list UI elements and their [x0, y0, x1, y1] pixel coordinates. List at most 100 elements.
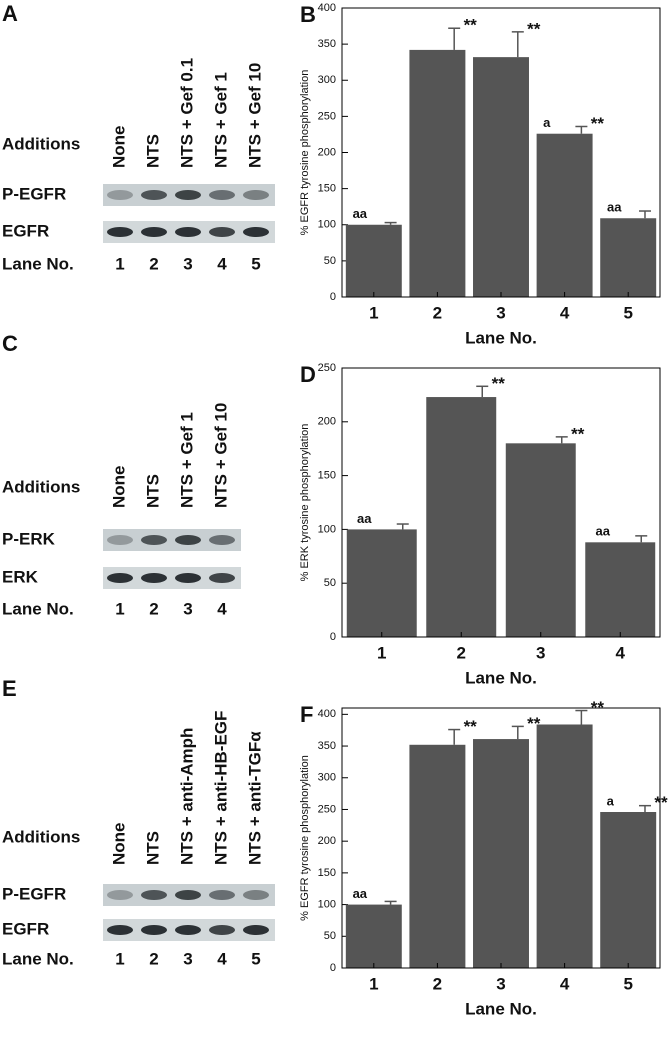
blot-band: [243, 190, 269, 200]
bar: [473, 57, 529, 297]
x-tick-label: 1: [377, 643, 386, 662]
bar: [345, 224, 402, 297]
bar: [426, 397, 497, 637]
lane-label: None: [109, 126, 128, 169]
bar: [409, 744, 466, 968]
lane-label: NTS + anti-Amph: [177, 728, 196, 865]
lane-label: NTS: [143, 134, 162, 168]
lane-number: 2: [149, 949, 158, 968]
row-label: P-ERK: [2, 529, 56, 548]
lane-number: 3: [183, 949, 192, 968]
blot-band: [209, 890, 235, 900]
bar: [600, 218, 657, 297]
lane-number: 5: [251, 949, 260, 968]
bar: [346, 529, 417, 637]
panel-letter: A: [2, 1, 18, 26]
annotation: **: [571, 424, 585, 443]
additions-label: Additions: [2, 477, 80, 496]
blot-band: [209, 190, 235, 200]
blot-band: [175, 925, 201, 935]
panel-letter: C: [2, 331, 18, 356]
y-tick-label: 50: [324, 255, 336, 267]
row-label: P-EGFR: [2, 184, 66, 203]
annotation: a: [543, 115, 551, 130]
lane-label: None: [109, 823, 128, 866]
x-tick-label: 3: [496, 303, 505, 322]
lane-label: NTS: [143, 831, 162, 865]
y-tick-label: 100: [318, 523, 336, 535]
x-axis-label: Lane No.: [465, 999, 537, 1018]
y-tick-label: 400: [318, 708, 336, 720]
x-tick-label: 1: [369, 974, 378, 993]
annotation: **: [464, 717, 478, 736]
lane-label: NTS + Gef 0.1: [177, 58, 196, 168]
blot-band: [107, 535, 133, 545]
lane-label: NTS + Gef 10: [211, 403, 230, 508]
lane-number: 5: [251, 254, 260, 273]
plot-frame: [341, 707, 661, 969]
bar: [536, 133, 593, 297]
blot-band: [175, 890, 201, 900]
y-tick-label: 400: [318, 2, 336, 14]
annotation: aa: [353, 886, 368, 901]
blot-band: [175, 227, 201, 237]
y-axis-label: % EGFR tyrosine phosphorylation: [299, 70, 311, 236]
plot-frame: [341, 7, 661, 298]
y-tick-label: 50: [324, 930, 336, 942]
blot-band: [141, 227, 167, 237]
blot-band: [209, 925, 235, 935]
annotation: aa: [357, 511, 372, 526]
x-tick-label: 3: [536, 643, 545, 662]
bar: [505, 443, 576, 637]
lane-label: NTS + Gef 1: [211, 72, 230, 168]
annotation: aa: [607, 200, 622, 215]
annotation: **: [527, 19, 541, 38]
blot-band: [175, 573, 201, 583]
lane-number: 3: [183, 599, 192, 618]
blot-band: [209, 535, 235, 545]
panel-letter: D: [300, 362, 316, 387]
lane-number: 2: [149, 254, 158, 273]
blot-band: [107, 227, 133, 237]
lane-label: NTS + anti-HB-EGF: [211, 711, 230, 865]
y-tick-label: 150: [318, 470, 336, 482]
x-tick-label: 5: [623, 303, 632, 322]
row-label: ERK: [2, 567, 39, 586]
annotation: **: [464, 16, 478, 35]
blot-strip: [103, 529, 241, 551]
y-tick-label: 200: [318, 146, 336, 158]
blot-band: [175, 190, 201, 200]
lane-label: NTS: [143, 474, 162, 508]
lane-number: 4: [217, 599, 227, 618]
y-tick-label: 0: [330, 291, 336, 303]
y-tick-label: 150: [318, 867, 336, 879]
blot-band: [175, 535, 201, 545]
lane-number: 1: [115, 949, 124, 968]
panel-letter: B: [300, 2, 316, 27]
bar: [536, 724, 593, 968]
lane-number: 3: [183, 254, 192, 273]
x-tick-label: 1: [369, 303, 378, 322]
x-tick-label: 2: [433, 303, 442, 322]
bar: [409, 49, 466, 297]
lane-no-label: Lane No.: [2, 949, 74, 968]
panel-letter: E: [2, 676, 17, 701]
y-tick-label: 250: [318, 110, 336, 122]
y-tick-label: 300: [318, 74, 336, 86]
blot-band: [107, 925, 133, 935]
y-tick-label: 0: [330, 962, 336, 974]
y-tick-label: 350: [318, 38, 336, 50]
x-tick-label: 4: [616, 643, 626, 662]
blot-band: [243, 925, 269, 935]
bar: [473, 739, 529, 968]
blot-band: [107, 573, 133, 583]
blot-band: [141, 190, 167, 200]
x-tick-label: 3: [496, 974, 505, 993]
lane-label: NTS + Gef 1: [177, 412, 196, 508]
annotation: **: [654, 793, 668, 812]
x-axis-label: Lane No.: [465, 328, 537, 347]
y-tick-label: 250: [318, 362, 336, 374]
plot-frame: [341, 367, 661, 638]
y-tick-label: 200: [318, 416, 336, 428]
